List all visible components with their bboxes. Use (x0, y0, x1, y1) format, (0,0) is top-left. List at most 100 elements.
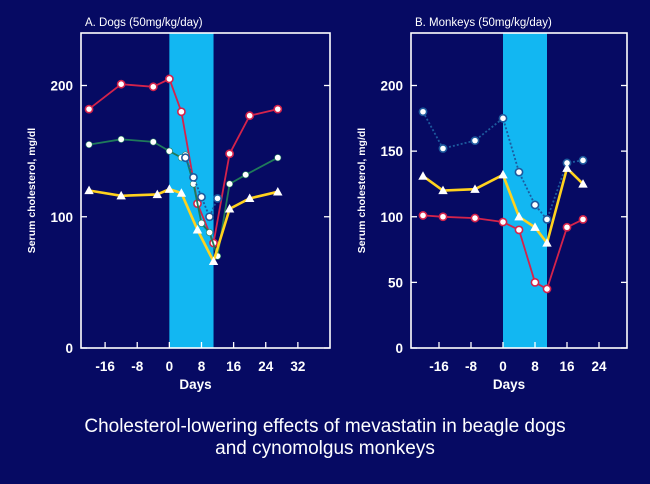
data-point (152, 189, 163, 199)
data-point (498, 169, 508, 179)
data-point (530, 222, 540, 231)
data-point (418, 171, 428, 180)
data-point (438, 185, 448, 195)
data-point (562, 222, 572, 232)
y-tick-label: 0 (65, 341, 73, 356)
x-tick-label: 24 (258, 359, 274, 374)
chart-title: A. Dogs (50mg/kg/day) (85, 17, 203, 29)
y-tick-label: 100 (50, 210, 73, 225)
y-tick-label: 200 (50, 79, 73, 94)
x-tick-label: 8 (198, 359, 206, 374)
data-point (470, 213, 480, 223)
series-3 (418, 163, 588, 247)
x-axis-label: Days (179, 377, 211, 392)
data-point (542, 238, 552, 247)
data-point (176, 188, 187, 197)
series-4 (84, 184, 283, 266)
y-tick-label: 100 (380, 210, 403, 225)
data-point (244, 193, 255, 203)
x-tick-label: -8 (465, 359, 477, 374)
data-point (205, 212, 214, 222)
x-tick-label: -16 (429, 359, 449, 374)
data-point (578, 179, 588, 188)
data-point (542, 214, 552, 224)
data-point (578, 155, 588, 165)
caption-line-2: and cynomolgus monkeys (215, 438, 435, 459)
data-point (242, 171, 250, 179)
data-point (84, 104, 94, 114)
caption-line-1: Cholesterol-lowering effects of mevastat… (84, 416, 566, 437)
data-point (197, 219, 205, 227)
data-point (514, 225, 524, 235)
x-tick-label: 0 (499, 359, 507, 374)
data-point (498, 217, 508, 227)
x-tick-label: 32 (290, 359, 305, 374)
data-point (117, 135, 125, 143)
data-point (542, 284, 552, 294)
data-point (530, 200, 540, 210)
data-point (470, 136, 480, 146)
data-point (578, 214, 588, 224)
data-point (192, 225, 203, 234)
data-point (530, 277, 540, 287)
data-point (164, 184, 175, 193)
data-point (274, 154, 282, 162)
series-2 (418, 211, 588, 294)
series-1 (84, 74, 283, 248)
x-tick-label: -16 (95, 359, 115, 374)
x-tick-label: 16 (226, 359, 242, 374)
data-point (438, 144, 448, 153)
y-axis-label: Serum cholesterol, mg/dl (356, 128, 368, 254)
data-point (245, 111, 255, 121)
data-point (189, 172, 198, 182)
data-point (197, 192, 206, 202)
data-point (213, 193, 222, 203)
x-tick-label: 8 (531, 359, 539, 374)
y-tick-label: 200 (380, 79, 403, 94)
data-point (84, 185, 94, 195)
plot-frame (80, 32, 331, 349)
data-point (438, 212, 448, 222)
data-point (225, 149, 234, 159)
data-point (418, 107, 428, 117)
data-point (208, 256, 219, 266)
data-point (470, 184, 480, 193)
data-point (514, 211, 524, 221)
data-point (148, 82, 158, 92)
chart-dogs: A. Dogs (50mg/kg/day) -16 -8 0 8 16 24 32 0 100 20… (26, 17, 331, 392)
data-point (85, 141, 93, 149)
y-tick-label: 0 (395, 341, 403, 356)
data-point (273, 186, 283, 196)
series-line (88, 187, 279, 265)
data-point (514, 167, 524, 177)
data-point (116, 190, 126, 200)
data-point (224, 204, 235, 213)
data-point (206, 229, 214, 237)
y-axis-label: Serum cholesterol, mg/dl (26, 128, 38, 254)
data-point (177, 107, 186, 117)
y-tick-label: 50 (388, 275, 403, 290)
x-axis-label: Days (493, 377, 525, 392)
data-point (116, 79, 126, 89)
data-point (418, 211, 428, 220)
x-tick-label: 16 (559, 359, 575, 374)
data-point (181, 153, 190, 163)
y-tick-label: 150 (380, 144, 403, 159)
x-tick-label: 24 (591, 359, 607, 374)
series-line (422, 111, 584, 222)
x-tick-label: 0 (166, 359, 174, 374)
data-point (273, 104, 283, 114)
data-point (164, 74, 174, 84)
chart-monkeys: B. Monkeys (50mg/kg/day) -16 -8 0 8 16 24 0 50 10… (356, 17, 628, 392)
chart-title: B. Monkeys (50mg/kg/day) (415, 17, 552, 29)
data-point (498, 113, 508, 123)
data-point (226, 180, 234, 188)
x-tick-label: -8 (131, 359, 143, 374)
data-point (562, 163, 572, 172)
series-3 (181, 153, 222, 222)
plot-frame (410, 32, 628, 349)
data-point (165, 147, 173, 155)
data-point (149, 138, 157, 146)
